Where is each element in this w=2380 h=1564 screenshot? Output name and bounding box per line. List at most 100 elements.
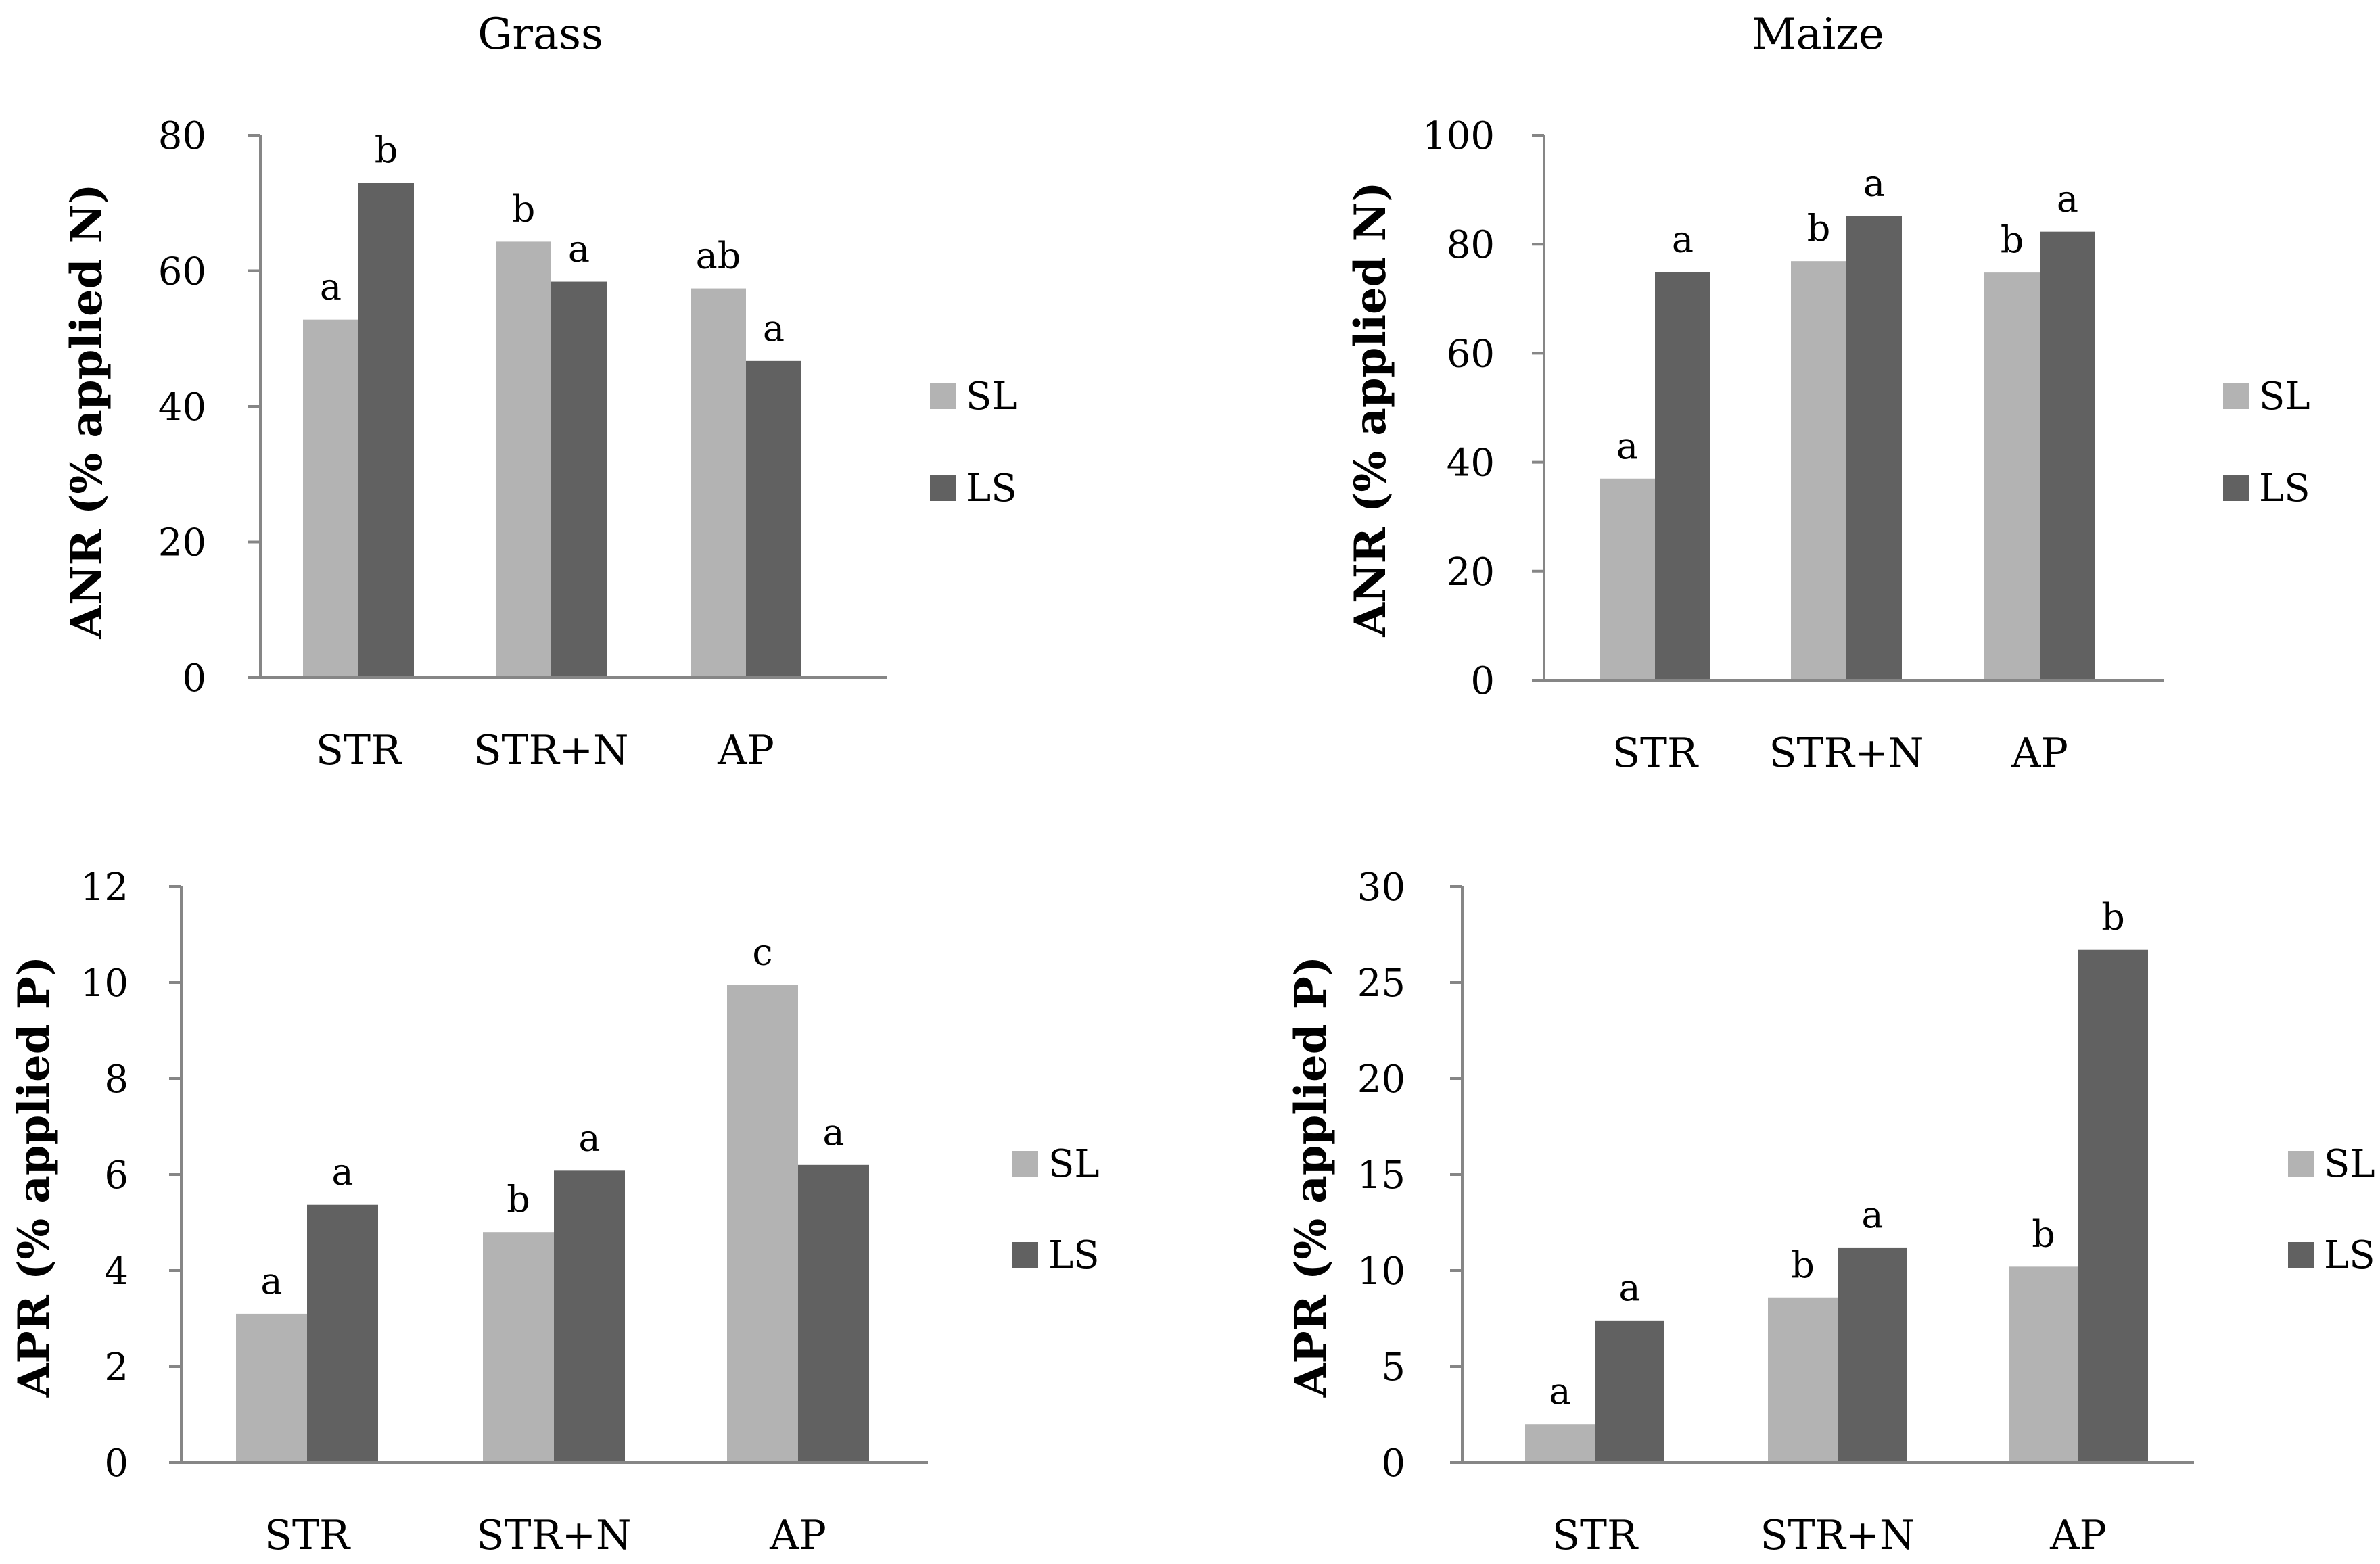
bar-sl <box>1768 1297 1838 1463</box>
x-category-label: STR <box>1612 730 1699 777</box>
y-tick-label: 60 <box>158 250 206 294</box>
bar-ls <box>551 281 607 678</box>
significance-label: a <box>1618 1266 1640 1309</box>
legend-label-ls: LS <box>966 467 1017 511</box>
x-category-label: AP <box>717 727 774 774</box>
x-category-label: STR <box>316 727 402 774</box>
legend-label-sl: SL <box>966 375 1017 419</box>
bar-ls <box>1838 1247 1907 1463</box>
y-tick-label: 12 <box>80 866 129 909</box>
plot-area: 0 2 4 6 8 10 12 a b c a a a STR STR+N AP <box>80 866 928 1559</box>
y-tick-label: 5 <box>1381 1346 1405 1390</box>
bar-sl <box>2009 1266 2078 1463</box>
bar-sl <box>483 1232 554 1463</box>
bar-sl <box>496 241 551 678</box>
bar-ls <box>1595 1320 1664 1463</box>
x-category-label: AP <box>769 1512 826 1559</box>
significance-label: a <box>1616 425 1638 467</box>
legend-label-sl: SL <box>2259 375 2310 419</box>
panel-grass-anr: Grass ANR (% applied N) 020406080ababbaa… <box>62 9 1017 774</box>
bar-ls <box>307 1204 378 1463</box>
y-tick-label: 0 <box>182 657 206 701</box>
bar-sl <box>303 319 358 678</box>
significance-label: a <box>331 1151 353 1193</box>
legend-swatch-sl <box>930 383 956 409</box>
y-tick-label: 40 <box>158 385 206 429</box>
y-axis-label: ANR (% applied N) <box>62 183 112 639</box>
bar-ls <box>358 183 414 678</box>
y-tick-label: 2 <box>104 1346 129 1390</box>
legend: SL LS <box>2223 375 2310 511</box>
y-tick-label: 10 <box>80 962 129 1005</box>
significance-label: a <box>1549 1370 1570 1413</box>
x-category-label: STR+N <box>1760 1512 1915 1559</box>
legend: SL LS <box>2288 1142 2375 1277</box>
panel-grass-apr: APR (% applied P) 0 2 4 6 8 10 12 a b c a a a STR STR+… <box>9 866 1100 1559</box>
significance-label: b <box>2032 1212 2055 1255</box>
bar-sl <box>727 985 798 1463</box>
significance-label: b <box>512 187 536 230</box>
x-category-label: AP <box>2011 730 2068 777</box>
legend-label-ls: LS <box>2259 467 2310 511</box>
x-category-label: STR <box>1552 1512 1639 1559</box>
y-axis-label: APR (% applied P) <box>9 956 60 1398</box>
y-tick-label: 8 <box>104 1058 129 1101</box>
legend-label-ls: LS <box>2324 1233 2375 1277</box>
significance-label: b <box>507 1178 530 1221</box>
significance-label: a <box>320 266 342 308</box>
bar-ls <box>554 1170 625 1463</box>
bar-ls <box>1655 272 1710 680</box>
bar-ls <box>746 360 801 678</box>
y-tick-label: 0 <box>104 1442 129 1486</box>
y-tick-label: 0 <box>1470 659 1495 703</box>
y-tick-label: 25 <box>1357 962 1405 1005</box>
legend-label-sl: SL <box>2324 1142 2375 1186</box>
y-tick-label: 6 <box>104 1154 129 1198</box>
legend-swatch-ls <box>1012 1242 1038 1268</box>
significance-label: a <box>1861 1193 1883 1236</box>
bar-sl <box>236 1313 307 1463</box>
y-tick-label: 30 <box>1357 866 1405 909</box>
bar-sl <box>1984 272 2040 680</box>
legend-swatch-sl <box>1012 1151 1038 1177</box>
legend: SL LS <box>1012 1142 1100 1277</box>
x-category-label: STR <box>264 1512 351 1559</box>
significance-label: b <box>1807 207 1831 250</box>
y-tick-label: 15 <box>1357 1154 1405 1198</box>
plot-area: 0 5 10 15 20 25 30 a b b a a b STR STR+N AP <box>1357 866 2194 1559</box>
significance-label: a <box>1672 218 1694 260</box>
y-tick-label: 80 <box>1447 223 1495 267</box>
bar-ls <box>1846 216 1902 681</box>
y-axis-label: ANR (% applied N) <box>1345 181 1396 637</box>
significance-label: a <box>260 1260 282 1302</box>
chart-title: Grass <box>477 9 603 60</box>
significance-label: a <box>568 228 590 270</box>
significance-label: a <box>763 307 785 350</box>
x-category-label: AP <box>2049 1512 2107 1559</box>
y-tick-label: 60 <box>1447 332 1495 376</box>
significance-label: b <box>2101 896 2125 939</box>
bar-sl <box>1525 1424 1595 1463</box>
significance-label: a <box>822 1111 844 1154</box>
y-axis-label: APR (% applied P) <box>1286 956 1336 1398</box>
x-category-label: STR+N <box>476 1512 631 1559</box>
bar-ls <box>798 1164 869 1463</box>
x-category-label: STR+N <box>1769 730 1923 777</box>
legend: SL LS <box>930 375 1017 511</box>
significance-label: c <box>752 931 772 974</box>
significance-label: a <box>578 1116 600 1159</box>
significance-label: b <box>2001 218 2024 261</box>
legend-swatch-ls <box>930 475 956 501</box>
legend-swatch-sl <box>2223 383 2249 409</box>
bar-sl <box>1791 261 1846 680</box>
significance-label: ab <box>696 235 741 277</box>
y-tick-label: 10 <box>1357 1250 1405 1294</box>
y-tick-label: 40 <box>1447 442 1495 485</box>
y-tick-label: 20 <box>158 521 206 565</box>
bar-ls <box>2078 949 2148 1463</box>
y-tick-label: 100 <box>1422 114 1495 158</box>
bar-ls <box>2040 231 2095 680</box>
